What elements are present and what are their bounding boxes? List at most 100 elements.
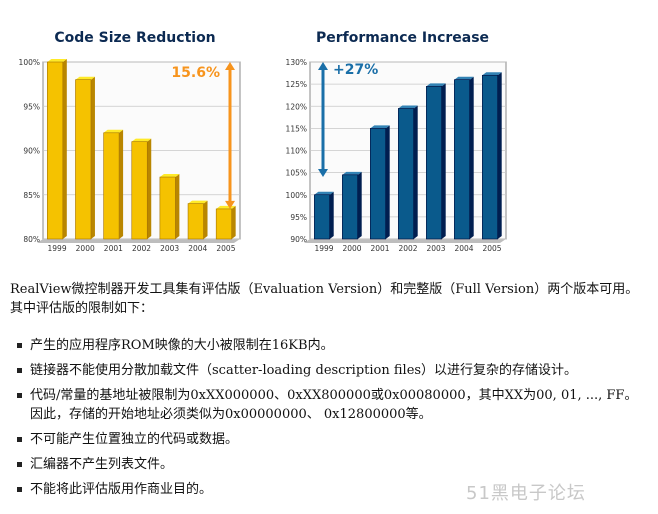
bar-top	[314, 191, 334, 195]
x-tick-label: 2000	[342, 244, 361, 253]
bullet-icon	[17, 462, 22, 467]
y-tick-label: 130%	[286, 58, 307, 67]
list-item: 不可能产生位置独立的代码或数据。	[10, 430, 650, 449]
y-tick-label: 120%	[286, 102, 307, 111]
bullet-icon	[17, 368, 22, 373]
bar-side	[497, 72, 502, 240]
bar-2003	[159, 174, 180, 240]
bar-front	[75, 79, 92, 240]
y-tick-label: 110%	[286, 147, 307, 156]
bar-top	[454, 76, 474, 80]
y-tick-label: 95%	[290, 213, 307, 222]
bar-side	[231, 205, 236, 239]
bar-2002	[131, 138, 152, 240]
bar-front	[103, 132, 120, 240]
bar-front	[454, 79, 471, 240]
x-tick-label: 1999	[48, 244, 67, 253]
bar-front	[131, 141, 148, 240]
bullet-icon	[17, 393, 22, 398]
x-tick-label: 1999	[314, 244, 333, 253]
bullet-icon	[17, 437, 22, 442]
plot-floor	[37, 239, 240, 243]
y-tick-label: 100%	[286, 191, 307, 200]
y-tick-label: 80%	[23, 235, 40, 244]
annotation-label: 15.6%	[171, 65, 220, 81]
y-tick-label: 85%	[23, 191, 40, 200]
bar-top	[159, 174, 180, 178]
x-tick-label: 2005	[216, 244, 235, 253]
y-tick-label: 95%	[23, 102, 40, 111]
plot-floor	[304, 239, 506, 243]
annotation-arrow-head-bottom	[225, 200, 235, 209]
bar-top	[75, 76, 95, 80]
list-item: 汇编器不产生列表文件。	[10, 455, 650, 474]
code-size-chart: 80% 85% 90% 95% 100% 1999 2000 2001 2002 2003 2004…	[19, 58, 241, 253]
x-tick-label: 2001	[370, 244, 389, 253]
bar-top	[103, 129, 124, 133]
bar-side	[441, 83, 446, 240]
bar-front	[187, 203, 204, 240]
annotation-label: +27%	[333, 62, 378, 78]
bar-side	[329, 191, 334, 239]
list-item: 代码/常量的基地址被限制为0xXX000000、0xXX800000或0x000…	[10, 386, 650, 424]
bar-side	[203, 200, 208, 239]
bar-2000	[342, 171, 362, 240]
bar-top	[426, 83, 446, 87]
bar-side	[90, 76, 95, 239]
bullet-icon	[17, 487, 22, 492]
bar-side	[469, 76, 474, 239]
y-tick-label: 100%	[19, 58, 40, 67]
bar-front	[313, 194, 330, 240]
bar-top	[188, 200, 208, 204]
bar-side	[175, 174, 180, 239]
bar-front	[398, 108, 415, 240]
bar-front	[47, 61, 64, 240]
bar-top	[398, 105, 418, 109]
bar-2003	[426, 83, 446, 240]
intro-paragraph: RealView微控制器开发工具集有评估版（Evaluation Version…	[10, 282, 639, 316]
x-tick-label: 2002	[398, 244, 417, 253]
annotation-arrow-head-bottom	[318, 169, 328, 178]
list-item: 产生的应用程序ROM映像的大小被限制在16KB内。	[10, 336, 650, 355]
bar-front	[342, 174, 359, 240]
bar-2000	[75, 76, 95, 240]
y-tick-label: 90%	[23, 147, 40, 156]
bar-side	[62, 59, 67, 239]
bar-side	[357, 171, 362, 239]
bar-top	[370, 125, 390, 129]
bullet-icon	[17, 343, 22, 348]
bar-2005	[215, 205, 236, 240]
performance-chart: 90% 95% 100% 105% 110% 115% 120% 125% 130% 1999 20…	[286, 58, 507, 253]
bar-2001	[370, 125, 390, 240]
bar-2005	[482, 72, 502, 240]
bar-1999	[47, 59, 67, 240]
y-tick-label: 90%	[290, 235, 307, 244]
bar-front	[370, 128, 387, 240]
x-tick-label: 2001	[104, 244, 123, 253]
bar-1999	[313, 191, 334, 240]
annotation-arrow-head-top	[318, 62, 328, 70]
x-tick-label: 2003	[426, 244, 445, 253]
bar-2004	[187, 200, 208, 240]
bar-2001	[103, 129, 124, 240]
annotation-arrow-head-top	[225, 62, 235, 70]
x-tick-label: 2004	[188, 244, 207, 253]
list-item: 不能将此评估版用作商业目的。	[10, 480, 650, 499]
bar-front	[159, 176, 176, 240]
bar-top	[342, 171, 362, 175]
limitations-list: 产生的应用程序ROM映像的大小被限制在16KB内。 链接器不能使用分散加载文件（…	[10, 336, 650, 505]
y-tick-label: 115%	[286, 124, 307, 133]
bar-side	[147, 138, 152, 239]
bar-top	[47, 59, 67, 62]
bar-2004	[454, 76, 474, 240]
y-tick-label: 125%	[286, 80, 307, 89]
x-tick-label: 2004	[454, 244, 473, 253]
bar-2002	[398, 105, 418, 240]
bar-front	[215, 208, 232, 240]
x-tick-label: 2005	[482, 244, 501, 253]
chart-title-code-size: Code Size Reduction	[54, 30, 216, 46]
x-tick-label: 2002	[132, 244, 151, 253]
x-tick-label: 2003	[160, 244, 179, 253]
y-tick-label: 105%	[286, 169, 307, 178]
bar-side	[413, 105, 418, 240]
